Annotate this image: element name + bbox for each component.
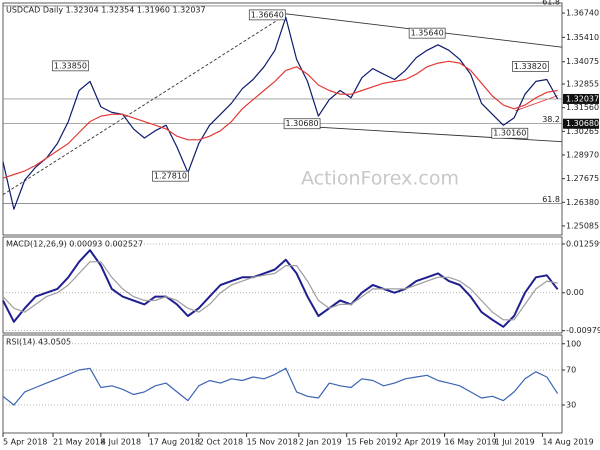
x-tick-label: 2 Jan 2019 <box>299 438 342 447</box>
x-tick-label: 4 Jul 2018 <box>101 438 141 447</box>
x-tick-label: 2 Oct 2018 <box>199 438 243 447</box>
y-tick-label: 1.35410 <box>566 33 599 42</box>
watermark: ActionForex.com <box>301 168 459 190</box>
x-tick-label: 15 Nov 2018 <box>247 438 298 447</box>
series-line <box>2 367 559 406</box>
y-tick-label: 100 <box>566 339 581 348</box>
panel-frame <box>2 236 563 334</box>
callout-label: 1.30680 <box>286 119 319 128</box>
callout-box <box>408 27 446 39</box>
series-line <box>2 60 558 179</box>
callout-label: 1.35640 <box>411 29 444 38</box>
y-tick-label: 30 <box>566 401 576 410</box>
callout-box <box>52 60 89 72</box>
callout-label: 1.36640 <box>251 10 284 19</box>
y-tick-label: 1.27675 <box>566 174 599 183</box>
callout-label: 1.27810 <box>154 172 187 181</box>
y-tick-label: 0.00 <box>566 288 584 297</box>
price-marker <box>563 118 599 129</box>
x-tick-label: 2 Apr 2019 <box>397 438 441 447</box>
price-marker-label: 1.30680 <box>566 119 599 128</box>
y-tick-label: 1.30265 <box>566 127 599 136</box>
y-tick-label: 1.25085 <box>566 221 599 230</box>
y-tick-label: 1.28970 <box>566 150 599 159</box>
x-tick-label: 15 Feb 2019 <box>347 438 397 447</box>
fib-level-label: 38.2 <box>542 115 560 124</box>
callout-box <box>512 61 549 72</box>
trendline <box>2 14 287 196</box>
x-tick-label: 17 Aug 2018 <box>149 438 200 447</box>
callout-box <box>283 118 321 130</box>
y-tick-label: 1.36740 <box>566 9 599 18</box>
y-tick-label: 70 <box>566 366 576 375</box>
callout-box <box>152 170 189 182</box>
y-tick-label: 1.31560 <box>566 103 599 112</box>
price-marker-label: 1.32037 <box>566 94 599 103</box>
series-line <box>2 249 559 328</box>
trendline <box>515 95 558 112</box>
x-tick-label: 5 Apr 2018 <box>3 438 47 447</box>
y-tick-label: 1.26380 <box>566 198 599 207</box>
y-tick-label: -0.00979 <box>566 326 600 335</box>
callout-box <box>491 127 529 139</box>
panel-title: RSI(14) 43.0505 <box>6 338 71 347</box>
callout-label: 1.30160 <box>493 129 526 138</box>
fib-level-label: 61.8 <box>542 0 560 6</box>
x-tick-label: 14 Aug 2019 <box>542 438 593 447</box>
y-tick-label: 1.32855 <box>566 80 599 89</box>
callout-box <box>248 9 286 21</box>
x-tick-label: 16 May 2019 <box>445 438 497 447</box>
series-line <box>2 261 558 321</box>
panel-title: USDCAD Daily 1.32304 1.32354 1.31960 1.3… <box>6 6 206 15</box>
y-tick-label: 1.34075 <box>566 57 599 66</box>
x-tick-label: 1 Jul 2019 <box>495 438 535 447</box>
callout-label: 1.33820 <box>514 62 547 71</box>
y-tick-label: 0.012599 <box>566 239 600 248</box>
fib-level-label: 61.8 <box>542 195 560 204</box>
trendline <box>284 124 563 143</box>
panel-frame <box>2 2 563 236</box>
panel-frame <box>2 334 563 434</box>
panel-title: MACD(12,26,9) 0.00093 0.002527 <box>6 240 143 249</box>
x-tick-label: 21 May 2018 <box>53 438 105 447</box>
price-marker <box>563 93 599 104</box>
callout-label: 1.33850 <box>54 61 87 70</box>
